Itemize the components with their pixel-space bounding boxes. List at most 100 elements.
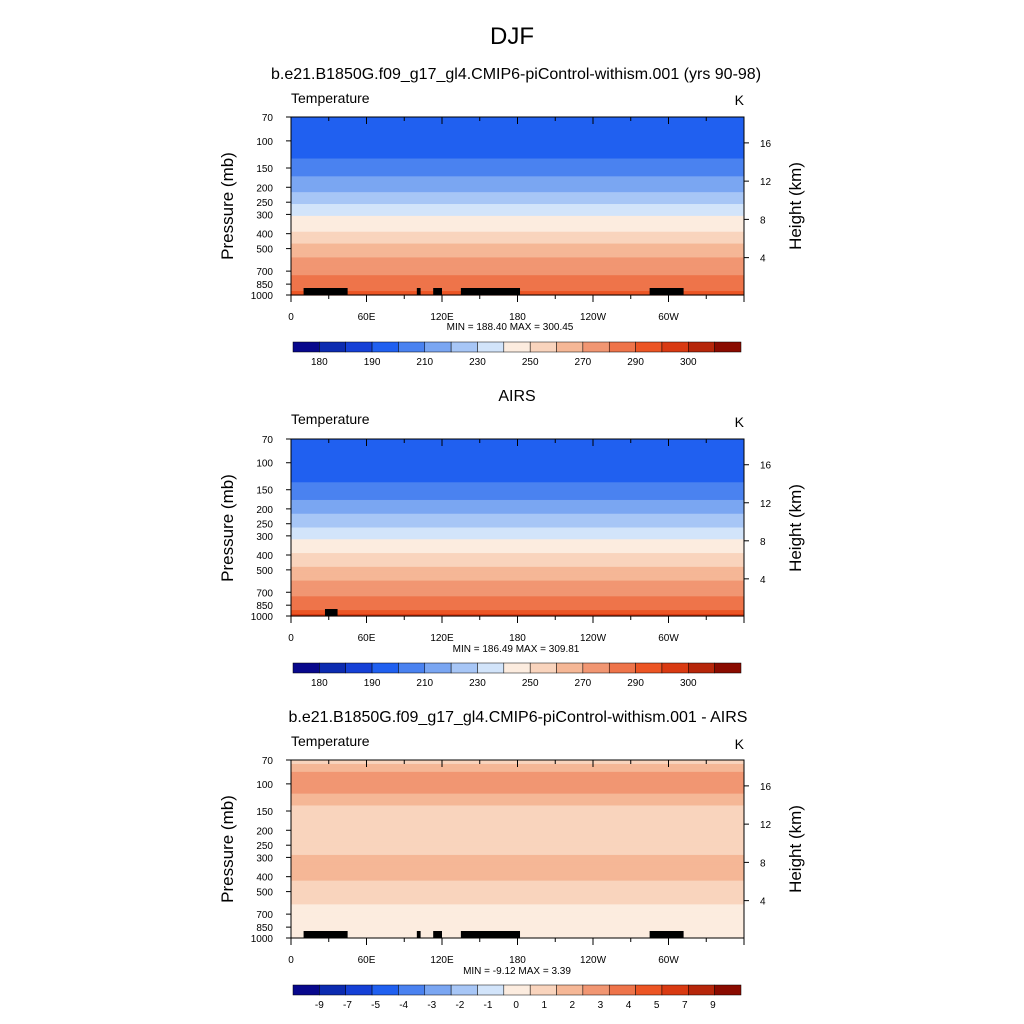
y-tick-label: 700 [256, 910, 273, 921]
y-tick-label: 850 [256, 601, 273, 612]
contour-band [291, 130, 744, 134]
contour-band [291, 537, 744, 540]
contour-band [291, 154, 744, 158]
colorbar-box [635, 984, 663, 996]
contour-band [291, 906, 744, 909]
colorbar-label: 9 [710, 1000, 716, 1011]
contour-band [291, 809, 744, 813]
contour-band [291, 249, 744, 253]
x-tick-label: 180 [509, 633, 526, 644]
panel-model-units: K [735, 92, 745, 108]
y2-tick-label: 12 [760, 499, 772, 510]
contour-band [291, 128, 744, 132]
contour-band [291, 253, 744, 257]
contour-band [291, 870, 744, 874]
contour-band [291, 283, 744, 286]
contour-band [291, 142, 744, 146]
panel-model-stats: MIN = 188.40 MAX = 300.45 [447, 322, 574, 333]
colorbar-label: 300 [680, 357, 697, 368]
y2-tick-label: 4 [760, 897, 766, 908]
panel-diff-units: K [735, 736, 745, 752]
colorbar-box [398, 341, 426, 353]
contour-band [291, 285, 744, 288]
contour-band [291, 904, 744, 907]
contour-band [291, 888, 744, 892]
land-mask [303, 931, 348, 938]
colorbar-box [688, 984, 715, 996]
y-tick-label: 70 [262, 756, 274, 767]
colorbar-box [503, 662, 531, 674]
colorbar-label: 230 [469, 357, 486, 368]
colorbar-label: 190 [364, 357, 381, 368]
contour-band [291, 507, 744, 511]
land-mask [416, 931, 421, 938]
contour-band [291, 898, 744, 902]
contour-band [291, 884, 744, 888]
contour-band [291, 882, 744, 886]
colorbar-box [608, 341, 636, 353]
panel-airs-colorbar: 180 190 210 230 250 270 290 300 [292, 662, 742, 689]
contour-band [291, 564, 744, 568]
x-tick-label: 120W [580, 312, 607, 323]
contour-band [291, 277, 744, 280]
colorbar-label: -4 [399, 1000, 408, 1011]
contour-band [291, 454, 744, 458]
colorbar-box [424, 662, 452, 674]
x-tick-label: 0 [288, 312, 294, 323]
colorbar-label: 290 [627, 357, 644, 368]
contour-band [291, 829, 744, 832]
contour-band [291, 805, 744, 809]
contour-band [291, 539, 744, 542]
contour-band [291, 488, 744, 491]
panel-diff-ylabel: Pressure (mb) [218, 795, 237, 903]
panel-diff-colorbar: -9 -7 -5 -4 -3 -2 -1 0 1 2 3 4 5 7 9 [292, 984, 742, 1011]
contour-band [291, 168, 744, 171]
y2-tick-label: 8 [760, 215, 766, 226]
y-tick-label: 400 [256, 551, 273, 562]
contour-band [291, 158, 744, 162]
contour-band [291, 781, 744, 785]
contour-band [291, 817, 744, 820]
contour-band [291, 148, 744, 152]
panel-airs-variable: Temperature [291, 411, 370, 427]
colorbar-box [398, 984, 426, 996]
colorbar-box [688, 662, 715, 674]
contour-band [291, 612, 744, 615]
colorbar-box [477, 984, 505, 996]
contour-band [291, 505, 744, 509]
colorbar-box [582, 341, 610, 353]
colorbar-label: -9 [315, 1000, 324, 1011]
contour-band [291, 769, 744, 773]
contour-band [291, 460, 744, 464]
y-tick-label: 200 [256, 826, 273, 837]
contour-band [291, 920, 744, 923]
contour-band [291, 549, 744, 552]
colorbar-label: -2 [455, 1000, 464, 1011]
contour-band [291, 180, 744, 183]
contour-band [291, 215, 744, 219]
x-tick-label: 180 [509, 312, 526, 323]
contour-band [291, 190, 744, 193]
colorbar-box [371, 984, 399, 996]
contour-band [291, 858, 744, 862]
colorbar-box [345, 341, 373, 353]
contour-band [291, 196, 744, 199]
panel-airs-y2label: Height (km) [786, 484, 805, 572]
contour-band [291, 584, 744, 588]
contour-band [291, 450, 744, 454]
contour-band [291, 273, 744, 276]
contour-band [291, 777, 744, 781]
contour-band [291, 598, 744, 601]
x-tick-label: 120W [580, 633, 607, 644]
contour-band [291, 594, 744, 597]
contour-band [291, 811, 744, 814]
contour-band [291, 797, 744, 801]
y-tick-label: 150 [256, 486, 273, 497]
x-tick-label: 60W [658, 633, 679, 644]
contour-band [291, 866, 744, 870]
y2-tick-label: 8 [760, 537, 766, 548]
panel-diff-variable: Temperature [291, 733, 370, 749]
contour-band [291, 823, 744, 826]
